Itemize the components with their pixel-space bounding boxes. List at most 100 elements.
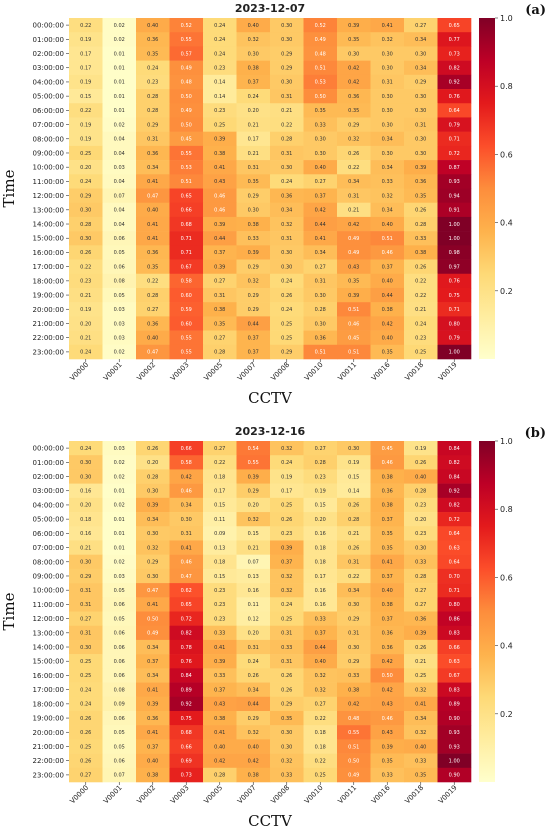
cell-value: 0.32 <box>248 37 259 43</box>
heatmap-cell <box>169 131 204 147</box>
cell-value: 0.03 <box>114 335 125 341</box>
heatmap-cell <box>169 302 204 317</box>
heatmap-cell <box>136 469 170 484</box>
heatmap-cell <box>169 654 204 669</box>
heatmap-cell <box>136 89 170 104</box>
heatmap-cell <box>169 117 204 132</box>
heatmap-cell <box>370 469 405 484</box>
cell-value: 0.02 <box>114 474 125 480</box>
cell-value: 0.30 <box>415 51 426 57</box>
cell-value: 0.31 <box>348 631 359 637</box>
heatmap-cell <box>404 273 438 289</box>
cell-value: 0.28 <box>147 293 158 299</box>
cell-value: 0.24 <box>281 460 292 466</box>
heatmap-cell <box>136 231 170 246</box>
heatmap-cell <box>136 739 170 754</box>
cell-value: 0.36 <box>348 94 359 100</box>
heatmap-cell <box>136 597 170 612</box>
heatmap-cell <box>437 725 472 740</box>
cell-value: 0.30 <box>281 80 292 86</box>
heatmap-cell <box>102 526 137 541</box>
cell-value: 0.17 <box>248 137 259 143</box>
cell-value: 0.31 <box>281 151 292 157</box>
heatmap-cell <box>169 668 204 683</box>
colorbar-tick-label: 1.0 <box>500 14 513 23</box>
y-tick-label: 19:00:00 <box>33 715 64 723</box>
cell-value: 0.25 <box>315 773 326 779</box>
heatmap-cell <box>203 441 237 456</box>
heatmap-cell <box>203 483 237 499</box>
heatmap-cell <box>370 668 405 683</box>
heatmap-cell <box>437 639 472 655</box>
heatmap-cell <box>102 597 137 612</box>
heatmap-cell <box>303 330 338 346</box>
heatmap-cell <box>102 767 137 783</box>
cell-value: 0.50 <box>382 673 393 679</box>
heatmap-cell <box>203 160 237 175</box>
cell-value: 0.44 <box>214 236 225 242</box>
heatmap-cell <box>337 344 371 360</box>
cell-value: 0.40 <box>147 335 158 341</box>
heatmap-cell <box>102 117 137 132</box>
heatmap-cell <box>236 344 271 360</box>
cell-value: 0.06 <box>114 602 125 608</box>
cell-value: 0.41 <box>147 602 158 608</box>
cell-value: 0.34 <box>382 137 393 143</box>
cell-value: 0.32 <box>382 37 393 43</box>
x-tick-label: V0005 <box>203 784 225 806</box>
cell-value: 0.37 <box>382 517 393 523</box>
colorbar-tick-label: 0.8 <box>500 505 513 514</box>
cell-value: 0.32 <box>248 730 259 736</box>
heatmap-cell <box>404 526 438 541</box>
heatmap-cell <box>303 668 338 683</box>
cell-value: 0.01 <box>114 66 125 72</box>
cell-value: 0.04 <box>114 222 125 228</box>
cell-value: 0.46 <box>348 321 359 327</box>
cell-value: 0.06 <box>114 659 125 665</box>
cell-value: 0.23 <box>214 108 225 114</box>
cell-value: 0.11 <box>248 602 259 608</box>
cell-value: 0.37 <box>382 574 393 580</box>
heatmap-cell <box>69 145 103 161</box>
cell-value: 0.29 <box>248 716 259 722</box>
cell-value: 0.18 <box>80 517 91 523</box>
cell-value: 0.18 <box>315 744 326 750</box>
heatmap-cell <box>136 344 170 360</box>
cell-value: 0.84 <box>449 446 460 452</box>
cell-value: 0.82 <box>449 66 460 72</box>
cell-value: 0.13 <box>214 545 225 551</box>
cell-value: 0.40 <box>315 659 326 665</box>
cell-value: 0.25 <box>281 616 292 622</box>
cell-value: 0.41 <box>147 179 158 185</box>
heatmap-cell <box>136 611 170 627</box>
y-tick-label: 16:00:00 <box>33 672 64 680</box>
heatmap-cell <box>270 512 304 527</box>
heatmap-cell <box>102 639 137 655</box>
cell-value: 0.33 <box>382 179 393 185</box>
heatmap-cell <box>303 202 338 218</box>
heatmap-cell <box>303 767 338 783</box>
heatmap-cell <box>136 668 170 683</box>
cell-value: 0.48 <box>348 716 359 722</box>
heatmap-cell <box>203 512 237 527</box>
cell-value: 0.05 <box>114 588 125 594</box>
heatmap-cell <box>437 302 472 317</box>
heatmap-cell <box>370 330 405 346</box>
heatmap-cell <box>370 568 405 584</box>
cell-value: 0.45 <box>181 137 192 143</box>
cell-value: 0.28 <box>415 222 426 228</box>
heatmap-cell <box>203 597 237 612</box>
colorbar <box>479 441 495 782</box>
heatmap-cell <box>337 302 371 317</box>
x-tick-label: V0000 <box>69 361 91 383</box>
cell-value: 0.47 <box>147 350 158 356</box>
cell-value: 0.38 <box>382 602 393 608</box>
heatmap-cell <box>270 202 304 218</box>
cell-value: 0.31 <box>382 80 393 86</box>
cell-value: 0.03 <box>114 307 125 313</box>
y-tick-label: 22:00:00 <box>33 757 64 765</box>
cell-value: 0.15 <box>214 503 225 509</box>
heatmap-cell <box>136 554 170 570</box>
heatmap-cell <box>69 625 103 641</box>
cell-value: 0.22 <box>80 23 91 29</box>
